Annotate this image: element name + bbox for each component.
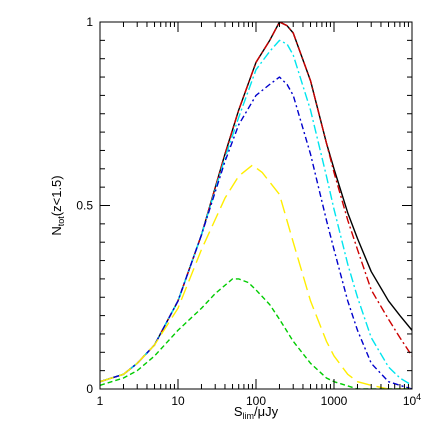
axis-ticks: [99, 21, 413, 390]
series-line-6: [100, 278, 412, 389]
series-line-2: [100, 22, 412, 383]
series-line-4: [100, 76, 412, 389]
axis-title-main: S: [234, 404, 243, 419]
series-line-1: [100, 22, 412, 383]
x-tick-label: 10: [171, 394, 185, 408]
y-tick-label: 1: [86, 15, 93, 29]
axis-title-main: N: [49, 226, 64, 235]
series-line-3: [100, 39, 412, 386]
axis-title-subscript: lim: [243, 411, 255, 421]
x-axis-title: Slim/μJy: [234, 404, 279, 421]
y-tick-label: 0: [86, 382, 93, 396]
tick-labels: 1 10 100 1000 104 0 0.5 1: [76, 15, 421, 408]
x-tick-label: 1: [97, 394, 104, 408]
y-tick-label: 0.5: [76, 199, 93, 213]
axis-title-rest: /μJy: [254, 404, 279, 419]
axis-title-rest: (z<1.5): [49, 175, 64, 216]
x-tick-label: 100: [246, 394, 266, 408]
x-tick-label: 104: [403, 392, 421, 408]
series-layer: [100, 22, 412, 389]
x-tick-label: 1000: [321, 394, 348, 408]
plot-border: [99, 21, 413, 390]
y-axis-title: Ntot(z<1.5): [49, 175, 66, 235]
axis-title-subscript: tot: [56, 216, 66, 227]
series-line-5: [100, 164, 412, 389]
x-tick-label-exponent: 4: [416, 392, 421, 402]
plot-frame: [99, 21, 413, 390]
